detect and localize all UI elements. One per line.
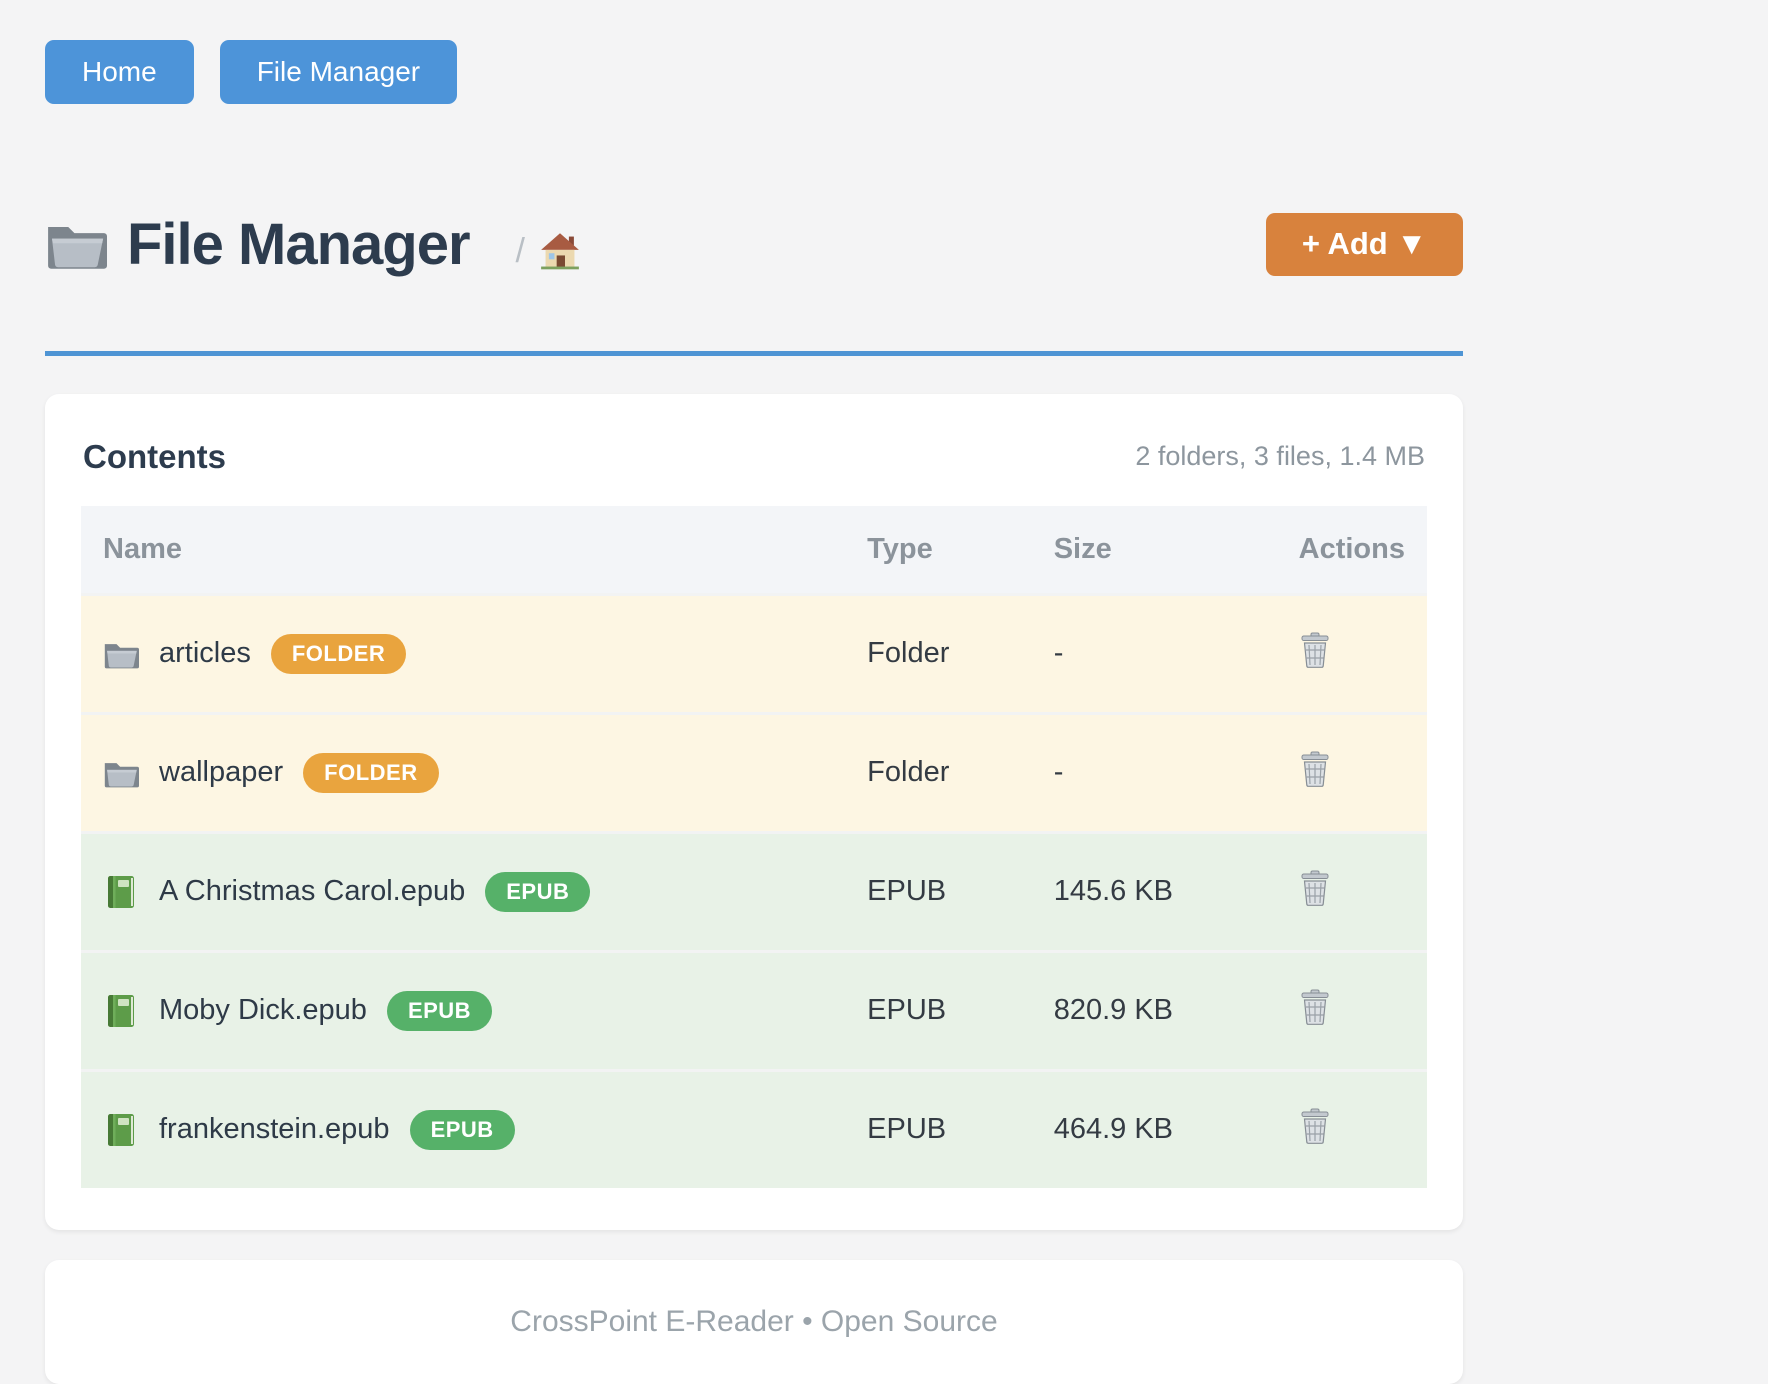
size-cell: - — [1031, 711, 1277, 833]
size-cell: - — [1031, 592, 1277, 714]
contents-summary: 2 folders, 3 files, 1.4 MB — [1135, 441, 1425, 472]
type-cell: EPUB — [845, 1068, 1032, 1188]
folder-icon — [103, 637, 139, 671]
header-divider — [45, 350, 1463, 356]
type-badge: EPUB — [386, 990, 493, 1031]
type-badge: FOLDER — [270, 633, 407, 674]
trash-icon — [1299, 632, 1331, 668]
page-title: File Manager — [127, 211, 471, 277]
table-row[interactable]: A Christmas Carol.epub EPUB EPUB 145.6 K… — [81, 830, 1427, 952]
trash-icon — [1299, 989, 1331, 1025]
type-badge: FOLDER — [303, 752, 439, 793]
size-cell: 820.9 KB — [1031, 949, 1277, 1071]
column-header-type: Type — [845, 505, 1032, 595]
table-row[interactable]: wallpaper FOLDER Folder - — [81, 711, 1427, 833]
table-row[interactable]: frankenstein.epub EPUB EPUB 464.9 KB — [81, 1068, 1427, 1188]
delete-button[interactable] — [1299, 989, 1331, 1025]
type-cell: EPUB — [845, 949, 1032, 1071]
contents-card-header: Contents 2 folders, 3 files, 1.4 MB — [81, 432, 1427, 476]
delete-button[interactable] — [1299, 751, 1331, 787]
page-header: File Manager / + Add ▼ — [45, 172, 1463, 317]
table-row[interactable]: Moby Dick.epub EPUB EPUB 820.9 KB — [81, 949, 1427, 1071]
breadcrumb-separator: / — [515, 231, 525, 270]
nav-file-manager-button[interactable]: File Manager — [219, 40, 458, 104]
type-badge: EPUB — [409, 1109, 515, 1150]
folder-icon — [103, 756, 139, 790]
file-name[interactable]: Moby Dick.epub — [159, 994, 367, 1027]
folder-icon — [45, 218, 107, 270]
title-wrap: File Manager / — [45, 172, 581, 317]
column-header-size: Size — [1031, 505, 1277, 595]
book-icon — [103, 994, 139, 1028]
table-row[interactable]: articles FOLDER Folder - — [81, 592, 1427, 714]
size-cell: 145.6 KB — [1031, 830, 1277, 952]
file-name[interactable]: A Christmas Carol.epub — [159, 875, 466, 908]
file-table: Name Type Size Actions articles FOLDER F… — [81, 505, 1427, 1188]
file-table-head: Name Type Size Actions — [81, 505, 1427, 595]
contents-card: Contents 2 folders, 3 files, 1.4 MB Name… — [45, 393, 1463, 1230]
file-name[interactable]: articles — [159, 637, 251, 670]
column-header-actions: Actions — [1276, 505, 1427, 595]
add-button[interactable]: + Add ▼ — [1265, 212, 1463, 276]
type-cell: Folder — [845, 592, 1032, 714]
type-cell: Folder — [845, 711, 1032, 833]
type-cell: EPUB — [845, 830, 1032, 952]
book-icon — [103, 875, 139, 909]
file-name[interactable]: frankenstein.epub — [159, 1113, 390, 1146]
trash-icon — [1299, 870, 1331, 906]
size-cell: 464.9 KB — [1031, 1068, 1277, 1188]
home-icon[interactable] — [539, 231, 581, 271]
contents-heading: Contents — [83, 437, 226, 475]
trash-icon — [1299, 751, 1331, 787]
file-table-body: articles FOLDER Folder - wal — [81, 592, 1427, 1188]
type-badge: EPUB — [485, 871, 591, 912]
delete-button[interactable] — [1299, 1108, 1331, 1144]
footer-card: CrossPoint E-Reader • Open Source — [45, 1259, 1463, 1384]
delete-button[interactable] — [1299, 632, 1331, 668]
page-container: Home File Manager File Manager / + Add ▼ — [45, 0, 1463, 1384]
top-nav: Home File Manager — [45, 40, 1463, 104]
file-name[interactable]: wallpaper — [159, 756, 284, 789]
trash-icon — [1299, 1108, 1331, 1144]
delete-button[interactable] — [1299, 870, 1331, 906]
breadcrumb: / — [516, 231, 581, 271]
footer-text: CrossPoint E-Reader • Open Source — [510, 1304, 998, 1338]
column-header-name: Name — [81, 505, 846, 595]
nav-home-button[interactable]: Home — [45, 40, 194, 104]
book-icon — [103, 1113, 139, 1147]
